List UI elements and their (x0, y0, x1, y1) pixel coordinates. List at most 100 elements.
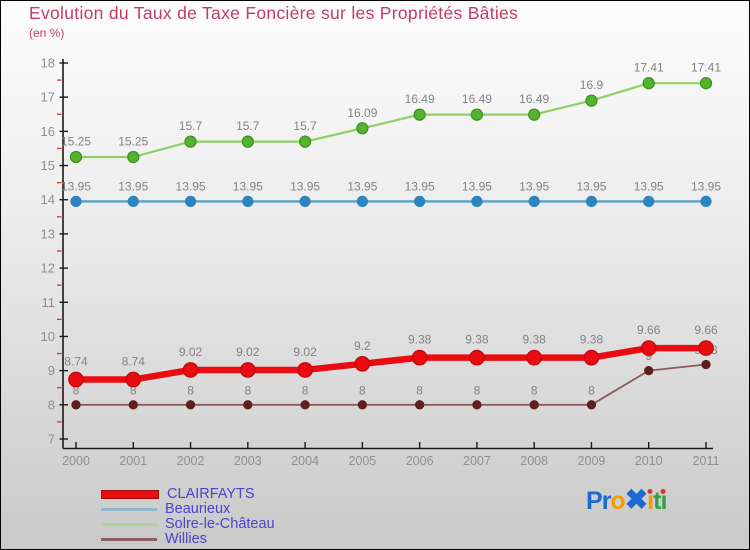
legend-item-beaurieux: Beaurieux (101, 502, 275, 517)
point-label: 9.66 (694, 323, 718, 337)
x-tick-label: 2002 (177, 454, 205, 468)
data-point (469, 349, 485, 366)
series-Solre-le-Château: 15.25 15.25 15.7 15.7 15.7 16.09 16.49 16.49 16.… (61, 61, 721, 164)
data-point (182, 362, 199, 378)
logo-letter: ı (647, 487, 654, 515)
y-tick-label: 8 (48, 397, 55, 412)
data-point (640, 340, 657, 356)
logo-x-mark: ✖ (624, 484, 648, 515)
point-label: 15.25 (118, 135, 148, 149)
data-point (583, 349, 600, 366)
point-label: 16.49 (462, 92, 492, 106)
point-label: 9.66 (637, 323, 661, 337)
point-label: 13.95 (405, 179, 435, 193)
y-tick-label: 17 (41, 90, 55, 105)
x-tick-label: 2003 (234, 454, 262, 468)
data-point (471, 195, 483, 208)
y-tick-label: 15 (41, 158, 55, 173)
point-label: 8 (474, 383, 481, 397)
data-point (698, 340, 714, 356)
series-CLAIRFAYTS: 8.74 8.74 9.02 9.02 9.02 9.2 9.38 9.38 9.38 9.38 9… (64, 323, 718, 388)
data-point (297, 362, 313, 378)
point-label: 13.95 (290, 179, 320, 193)
point-label: 9.38 (580, 333, 604, 347)
point-label: 13.95 (233, 179, 263, 193)
data-point (470, 108, 484, 121)
data-point (127, 150, 140, 164)
data-point (239, 362, 256, 378)
legend-swatch-willies (101, 538, 157, 541)
x-tick-label: 2008 (520, 454, 548, 468)
point-label: 16.09 (347, 106, 377, 120)
data-point (414, 400, 425, 410)
logo-letter: r (601, 487, 612, 515)
legend-item-solre-le-chateau: Solre-le-Château (101, 517, 275, 532)
data-point (299, 195, 311, 208)
y-axis: 7 8 9 10 11 12 13 14 15 16 17 18 (41, 56, 68, 449)
x-tick-label: 2001 (119, 454, 147, 468)
y-tick-label: 12 (41, 261, 55, 276)
x-tick-label: 2009 (578, 454, 606, 468)
legend-swatch-solre-le-chateau (101, 523, 157, 526)
data-point (529, 400, 539, 410)
logo-letter: P (586, 487, 603, 515)
point-label: 8 (302, 383, 309, 397)
data-point (184, 135, 197, 148)
point-label: 8 (130, 383, 137, 397)
point-label: 17.41 (691, 61, 721, 75)
y-tick-label: 9 (48, 363, 55, 378)
point-label: 8 (359, 383, 366, 397)
y-tick-label: 11 (42, 295, 56, 310)
series-Beaurieux: 13.95 13.95 13.95 13.95 13.95 13.95 13.95 13.95… (61, 179, 721, 208)
logo-letter: ı (660, 487, 667, 515)
point-label: 9.38 (408, 333, 432, 347)
point-label: 15.7 (236, 119, 260, 133)
point-label: 8.74 (122, 355, 146, 369)
legend-swatch-beaurieux (101, 508, 157, 511)
point-label: 13.95 (519, 179, 549, 193)
x-tick-label: 2011 (693, 454, 720, 468)
data-point (184, 195, 197, 208)
point-label: 16.49 (405, 92, 435, 106)
point-label: 13.95 (462, 179, 492, 193)
data-point (526, 349, 543, 366)
chart-header: Evolution du Taux de Taxe Foncière sur l… (29, 3, 518, 40)
point-label: 15.25 (61, 135, 91, 149)
data-point (357, 400, 368, 410)
proxiti-logo[interactable]: Pro✖ı tı (586, 484, 667, 516)
data-point (70, 195, 82, 208)
y-tick-label: 13 (41, 226, 55, 241)
legend-swatch-clairfayts (101, 490, 159, 499)
point-label: 8 (588, 383, 595, 397)
y-tick-label: 10 (41, 329, 55, 344)
data-point (241, 135, 254, 148)
logo-letter: t (653, 487, 661, 515)
x-tick-label: 2006 (406, 454, 434, 468)
point-label: 13.95 (634, 179, 664, 193)
legend-label: CLAIRFAYTS (167, 486, 255, 502)
point-label: 9.2 (354, 339, 371, 353)
x-axis: 2000 2001 2002 2003 2004 2005 2006 2007 2008 2009… (62, 442, 719, 468)
data-point (642, 77, 655, 90)
y-tick-label: 7 (48, 432, 55, 447)
data-point (125, 371, 142, 388)
data-point (243, 400, 253, 410)
y-tick-label: 14 (41, 192, 55, 207)
y-tick-label: 18 (41, 56, 55, 71)
legend-label: Willies (165, 531, 207, 547)
point-label: 8 (73, 383, 80, 397)
x-tick-label: 2005 (348, 454, 376, 468)
legend-item-willies: Willies (101, 532, 275, 547)
data-point (413, 108, 426, 121)
data-point (472, 400, 482, 410)
x-tick-label: 2010 (635, 454, 663, 468)
chart-legend: CLAIRFAYTS Beaurieux Solre-le-Château Wi… (101, 487, 275, 547)
data-point (185, 400, 196, 410)
data-point (354, 355, 371, 372)
data-point (586, 400, 597, 410)
point-label: 17.41 (634, 61, 664, 75)
data-point (300, 400, 310, 410)
data-point (127, 195, 139, 208)
chart-title: Evolution du Taux de Taxe Foncière sur l… (29, 3, 519, 23)
